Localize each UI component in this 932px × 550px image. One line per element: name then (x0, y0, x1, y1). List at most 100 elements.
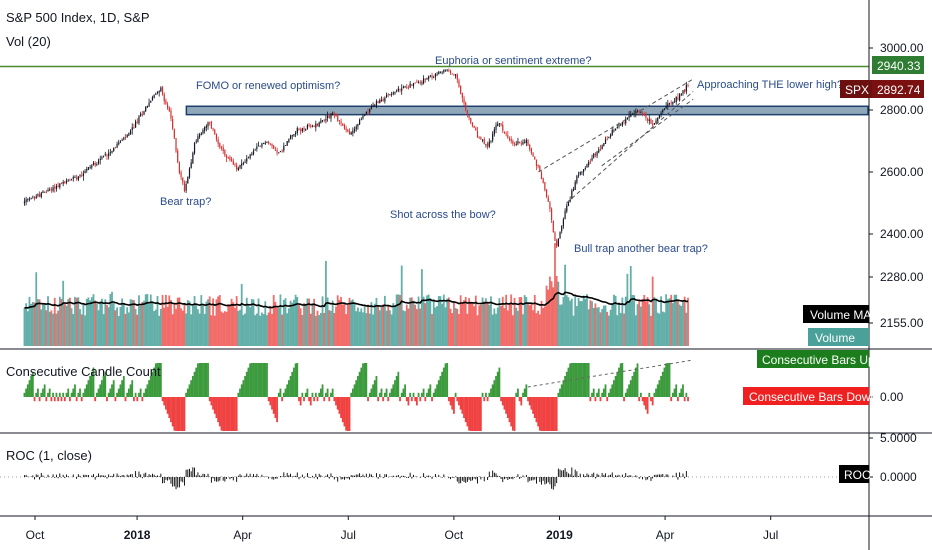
volume-bar (671, 303, 674, 346)
price-candle-body (545, 189, 548, 197)
volume-bar (668, 298, 671, 346)
volume-ma-legend: Volume MA (810, 308, 871, 322)
volume-bar (45, 310, 48, 346)
price-candle-body (355, 126, 357, 130)
price-candle-body (360, 118, 362, 120)
volume-bar (456, 308, 459, 346)
cons-up-bar (678, 392, 681, 397)
price-candle-body (424, 79, 426, 80)
cons-down-bar (458, 397, 460, 406)
volume-bars (23, 243, 689, 346)
volume-bar (195, 305, 198, 346)
price-candle-body (547, 197, 549, 202)
price-candle-body (343, 124, 346, 129)
cons-up-bar (198, 363, 201, 397)
cons-up-bar (631, 376, 634, 397)
price-candle-body (315, 123, 317, 128)
volume-bar (343, 303, 346, 346)
cons-down-bar (136, 397, 139, 402)
volume-bar (383, 295, 386, 346)
cons-down-bar (217, 397, 220, 423)
price-candle-body (274, 149, 276, 151)
price-candle-body (35, 196, 37, 199)
price-candle-body (128, 133, 130, 136)
cons-up-bar (639, 392, 642, 397)
volume-bar (117, 315, 120, 346)
volume-bar (53, 297, 56, 346)
volume-bar (146, 294, 149, 346)
price-candle-body (145, 106, 147, 112)
price-candle-body (417, 81, 420, 83)
cons-down-bar (501, 397, 504, 406)
price-candle-body (394, 92, 396, 94)
price-candle-body (340, 121, 342, 124)
volume-bar (210, 315, 213, 346)
volume-bar (247, 305, 250, 346)
price-candle-body (384, 97, 386, 102)
cons-up-bar (291, 371, 294, 397)
price-candle-body (572, 189, 575, 191)
cons-up-bar (385, 388, 388, 397)
cons-down-bar (518, 397, 521, 402)
price-candle-body (635, 111, 637, 114)
volume-bar (215, 299, 218, 346)
volume-bar (660, 296, 662, 346)
price-candle-body (101, 157, 103, 159)
price-candle-body (433, 77, 435, 79)
volume-bar (543, 306, 546, 346)
volume-bar (471, 303, 474, 346)
cons-down-bar (271, 397, 273, 410)
volume-bar (348, 297, 351, 346)
volume-bar (589, 300, 592, 346)
volume-bar (127, 312, 130, 346)
price-candle-body (91, 165, 93, 168)
cons-down-bar (218, 397, 221, 427)
volume-bar (508, 303, 511, 346)
cons-up-bar (422, 388, 425, 397)
cons-down-bar (505, 397, 508, 414)
price-candle-body (606, 138, 608, 140)
cons-up-bar (89, 376, 92, 397)
cons-up-bar (35, 392, 38, 397)
cons-up-bar (522, 392, 524, 397)
price-candle-body (160, 87, 162, 92)
volume-bar (70, 308, 73, 346)
price-candle-body (618, 124, 620, 127)
price-candle-body (135, 121, 137, 128)
price-candle-body (566, 205, 568, 212)
volume-bar (658, 313, 661, 346)
price-candle-body (598, 149, 600, 153)
volume-bar (129, 299, 132, 346)
cons-up-bar (254, 363, 257, 397)
price-candle-body (530, 148, 533, 154)
volume-bar (252, 299, 255, 346)
price-candle-body (38, 193, 41, 197)
volume-bar (375, 297, 378, 346)
volume-bar (77, 297, 80, 346)
price-candle-body (682, 90, 684, 94)
price-candle-body (109, 152, 111, 153)
price-candle-body (439, 71, 442, 73)
price-candle-body (113, 147, 115, 152)
volume-bar (116, 307, 118, 346)
cons-down-bar (60, 397, 63, 402)
volume-bar (267, 312, 270, 346)
volume-bar (321, 296, 324, 346)
cons-up-bar (619, 363, 622, 397)
price-candle-body (522, 142, 524, 145)
volume-bar (577, 297, 580, 346)
price-candle-body (554, 232, 556, 241)
volume-ma-line (24, 291, 689, 309)
price-candle-body (604, 139, 607, 144)
cons-down-bar (503, 397, 506, 410)
cons-down-bar (50, 397, 53, 402)
cons-up-bar (372, 384, 374, 397)
price-candle-body (481, 139, 484, 141)
cons-up-bar (572, 363, 575, 397)
price-candle-body (126, 134, 128, 138)
price-candle-body (150, 100, 152, 103)
volume-bar (124, 313, 127, 346)
volume-title: Vol (20) (6, 34, 51, 49)
cons-up-bar (42, 388, 44, 397)
price-candle-body (579, 171, 581, 175)
